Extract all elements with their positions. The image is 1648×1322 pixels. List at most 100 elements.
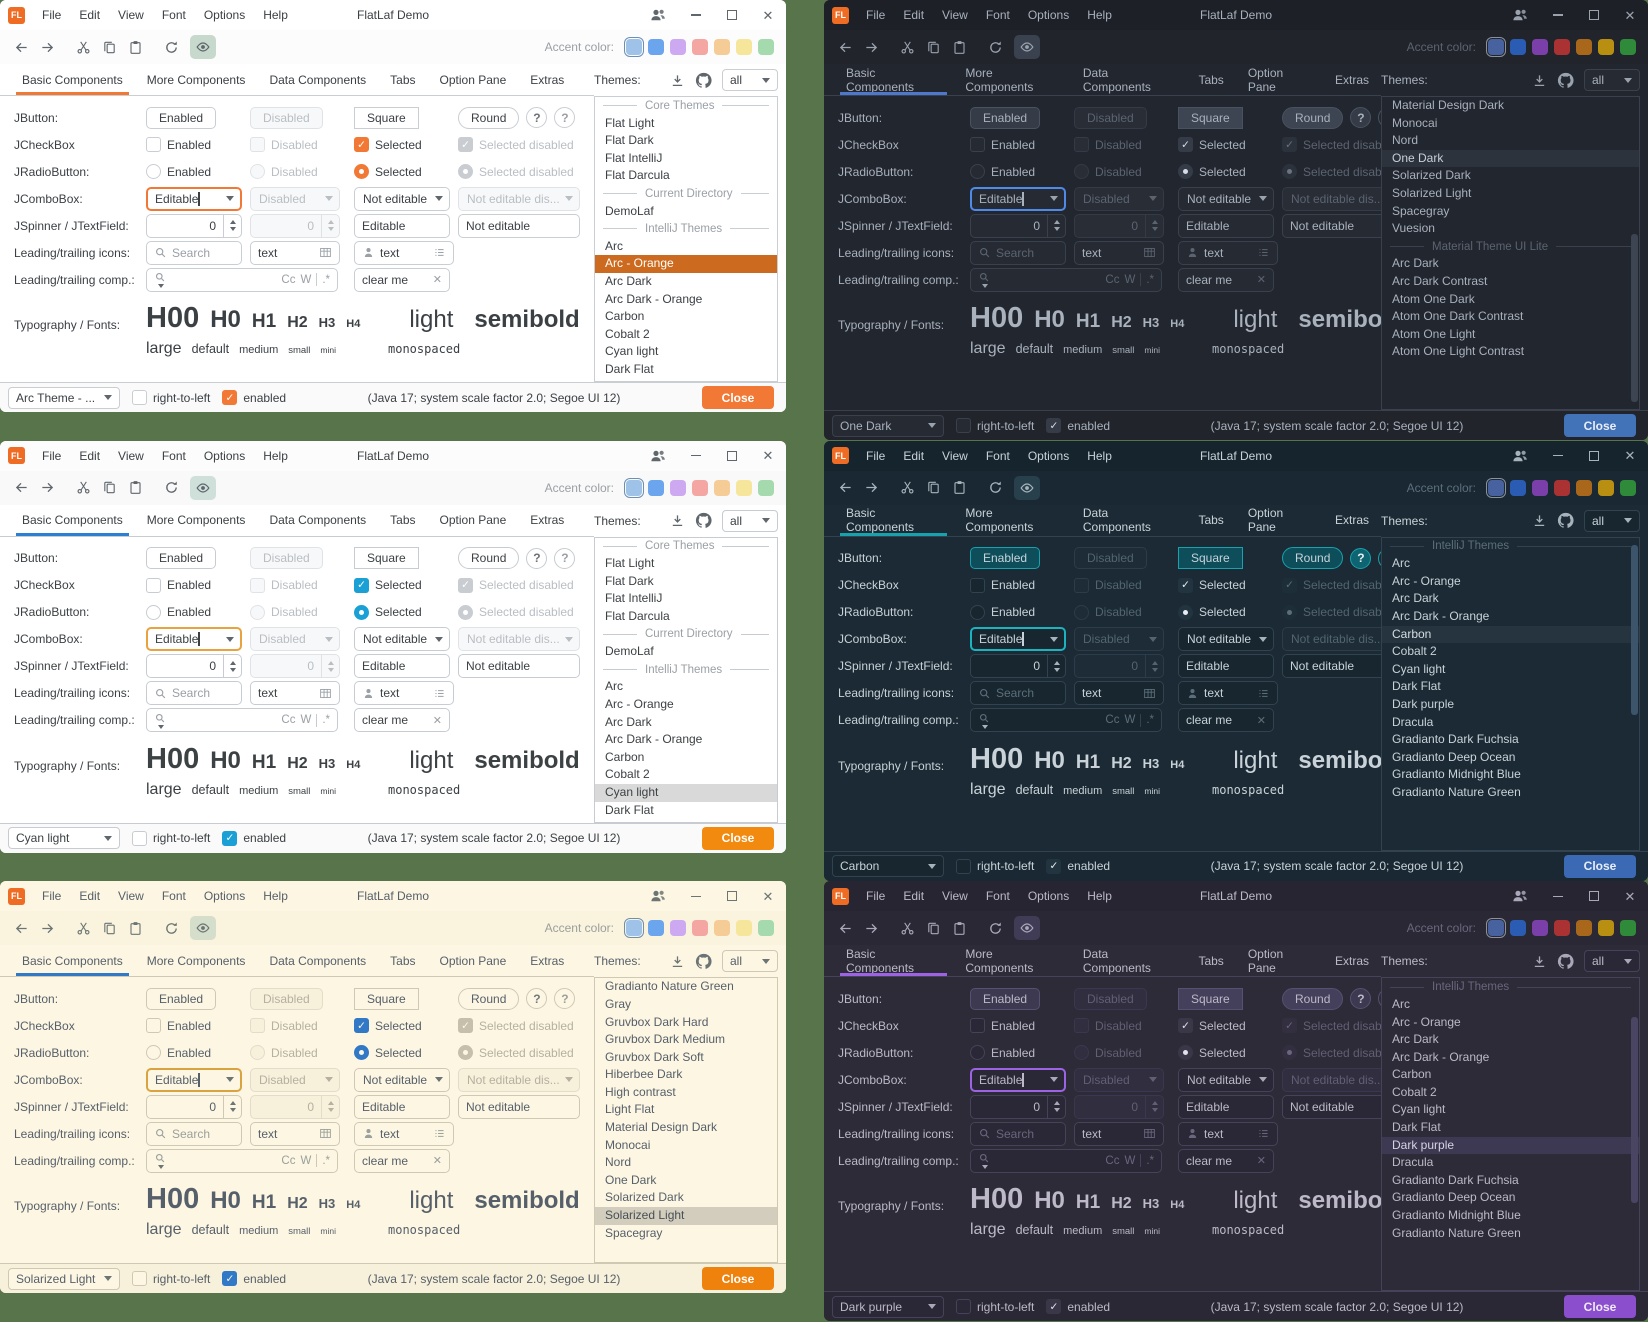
right-to-left-checkbox[interactable]: right-to-left (956, 418, 1034, 433)
tab-more-components[interactable]: More Components (965, 946, 1034, 975)
cut-icon[interactable] (70, 476, 96, 500)
text-input-user-list[interactable]: text (354, 240, 454, 265)
tab-extras[interactable]: Extras (1334, 72, 1369, 87)
menu-font[interactable]: Font (985, 8, 1010, 22)
whole-word-button[interactable]: W (300, 714, 312, 727)
accent-swatch-7[interactable] (758, 920, 774, 937)
theme-dropdown[interactable]: Carbon (832, 855, 944, 878)
textfield-editable[interactable]: Editable (354, 1094, 450, 1119)
tab-extras[interactable]: Extras (530, 72, 565, 87)
back-icon[interactable] (8, 35, 34, 59)
theme-item-dark-flat[interactable]: Dark Flat (1392, 679, 1441, 694)
theme-item-gradianto-dark-fuchsia[interactable]: Gradianto Dark Fuchsia (1392, 1172, 1519, 1187)
show-hidden-eye-icon[interactable] (190, 916, 216, 941)
theme-item-flat-light[interactable]: Flat Light (605, 115, 655, 130)
textfield-editable[interactable]: Editable (354, 654, 450, 679)
users-icon[interactable] (1500, 0, 1540, 30)
paste-icon[interactable] (946, 476, 972, 500)
cut-icon[interactable] (894, 35, 920, 59)
text-input-user-list[interactable]: text (1178, 1121, 1278, 1146)
radio-selected[interactable]: Selected (354, 604, 422, 620)
menu-edit[interactable]: Edit (903, 8, 925, 22)
radio-selected[interactable]: Selected (1178, 164, 1246, 179)
right-to-left-checkbox[interactable]: right-to-left (956, 858, 1034, 874)
whole-word-button[interactable]: W (1124, 1154, 1136, 1167)
accent-swatch-5[interactable] (1576, 479, 1592, 496)
accent-swatch-1[interactable] (1485, 477, 1507, 499)
back-icon[interactable] (832, 476, 858, 500)
theme-item-arc-dark-orange[interactable]: Arc Dark - Orange (605, 291, 703, 306)
combobox-editable[interactable]: Editable (970, 186, 1066, 211)
maximize-button[interactable] (1576, 881, 1612, 911)
tab-tabs[interactable]: Tabs (1198, 72, 1224, 87)
theme-dropdown[interactable]: Cyan light (8, 827, 120, 850)
enabled-checkbox[interactable]: ✓ enabled (222, 830, 286, 846)
help-button[interactable]: ? (526, 107, 548, 128)
clear-me-field[interactable]: clear me ✕ (354, 1148, 450, 1173)
theme-item-gradianto-deep-ocean[interactable]: Gradianto Deep Ocean (1392, 749, 1516, 764)
checkbox-selected[interactable]: ✓ Selected (1178, 1018, 1246, 1034)
tab-option-pane[interactable]: Option Pane (1247, 946, 1284, 975)
radio-selected[interactable]: Selected (1178, 1045, 1246, 1061)
radio-enabled[interactable]: Enabled (970, 164, 1035, 179)
themes-filter-combobox[interactable]: all (1584, 509, 1640, 532)
enabled-button[interactable]: Enabled (970, 987, 1041, 1010)
regex-button[interactable]: .* (322, 714, 330, 727)
paste-icon[interactable] (122, 916, 148, 940)
menu-file[interactable]: File (42, 448, 62, 463)
cut-icon[interactable] (894, 476, 920, 500)
combobox-not-editable[interactable]: Not editable (1178, 1067, 1274, 1092)
round-button[interactable]: Round (458, 106, 520, 129)
accent-swatch-2[interactable] (1510, 479, 1526, 496)
refresh-icon[interactable] (158, 476, 184, 500)
tab-basic-components[interactable]: Basic Components (834, 505, 953, 536)
search-input[interactable]: Search (970, 681, 1066, 706)
combobox-not-editable[interactable]: Not editable (354, 1067, 450, 1092)
cut-icon[interactable] (894, 916, 920, 940)
tab-option-pane[interactable]: Option Pane (1247, 65, 1284, 94)
menu-font[interactable]: Font (985, 889, 1010, 904)
accent-swatch-4[interactable] (692, 39, 708, 55)
theme-item-demolaf[interactable]: DemoLaf (605, 644, 654, 659)
themes-filter-combobox[interactable]: all (722, 509, 778, 532)
square-button[interactable]: Square (354, 106, 419, 129)
tab-tabs[interactable]: Tabs (390, 72, 416, 87)
menu-options[interactable]: Options (203, 889, 246, 904)
maximize-button[interactable] (714, 0, 750, 30)
search-options-field[interactable]: Cc W .* (146, 267, 338, 292)
right-to-left-checkbox[interactable]: right-to-left (132, 1271, 210, 1287)
show-hidden-eye-icon[interactable] (190, 35, 216, 59)
tab-more-components[interactable]: More Components (146, 953, 246, 968)
minimize-button[interactable] (1540, 0, 1576, 30)
round-button[interactable]: Round (1282, 987, 1344, 1010)
theme-item-flat-intellij[interactable]: Flat IntelliJ (605, 150, 663, 165)
accent-swatch-5[interactable] (1576, 920, 1592, 937)
tab-more-components[interactable]: More Components (965, 65, 1034, 94)
accent-swatch-5[interactable] (714, 39, 730, 55)
clear-icon[interactable]: ✕ (432, 714, 442, 727)
search-options-field[interactable]: Cc W .* (146, 708, 338, 733)
checkbox-enabled[interactable]: Enabled (146, 1018, 211, 1034)
accent-swatch-1[interactable] (1485, 917, 1507, 939)
checkbox-selected[interactable]: ✓ Selected (1178, 577, 1246, 593)
theme-item-arc-dark[interactable]: Arc Dark (605, 273, 652, 288)
clear-me-field[interactable]: clear me ✕ (1178, 267, 1274, 292)
copy-icon[interactable] (920, 916, 946, 940)
search-input[interactable]: Search (970, 240, 1066, 265)
github-icon[interactable] (1557, 953, 1574, 970)
combobox-editable[interactable]: Editable (146, 627, 242, 652)
combobox-not-editable[interactable]: Not editable (1178, 186, 1274, 211)
radio-enabled[interactable]: Enabled (146, 604, 211, 620)
theme-item-cobalt-2[interactable]: Cobalt 2 (605, 326, 650, 341)
tab-extras[interactable]: Extras (1334, 953, 1369, 968)
close-window-button[interactable]: ✕ (762, 888, 774, 904)
tab-basic-components[interactable]: Basic Components (10, 64, 135, 95)
theme-item-solarized-light[interactable]: Solarized Light (595, 1207, 777, 1225)
copy-icon[interactable] (96, 916, 122, 940)
theme-item-arc-dark-orange[interactable]: Arc Dark - Orange (1392, 609, 1490, 624)
text-input-table[interactable]: text (1074, 681, 1164, 706)
maximize-button[interactable] (1576, 0, 1612, 30)
enabled-button[interactable]: Enabled (146, 106, 217, 129)
download-icon[interactable] (670, 73, 685, 88)
theme-item-arc-orange[interactable]: Arc - Orange (595, 255, 777, 273)
